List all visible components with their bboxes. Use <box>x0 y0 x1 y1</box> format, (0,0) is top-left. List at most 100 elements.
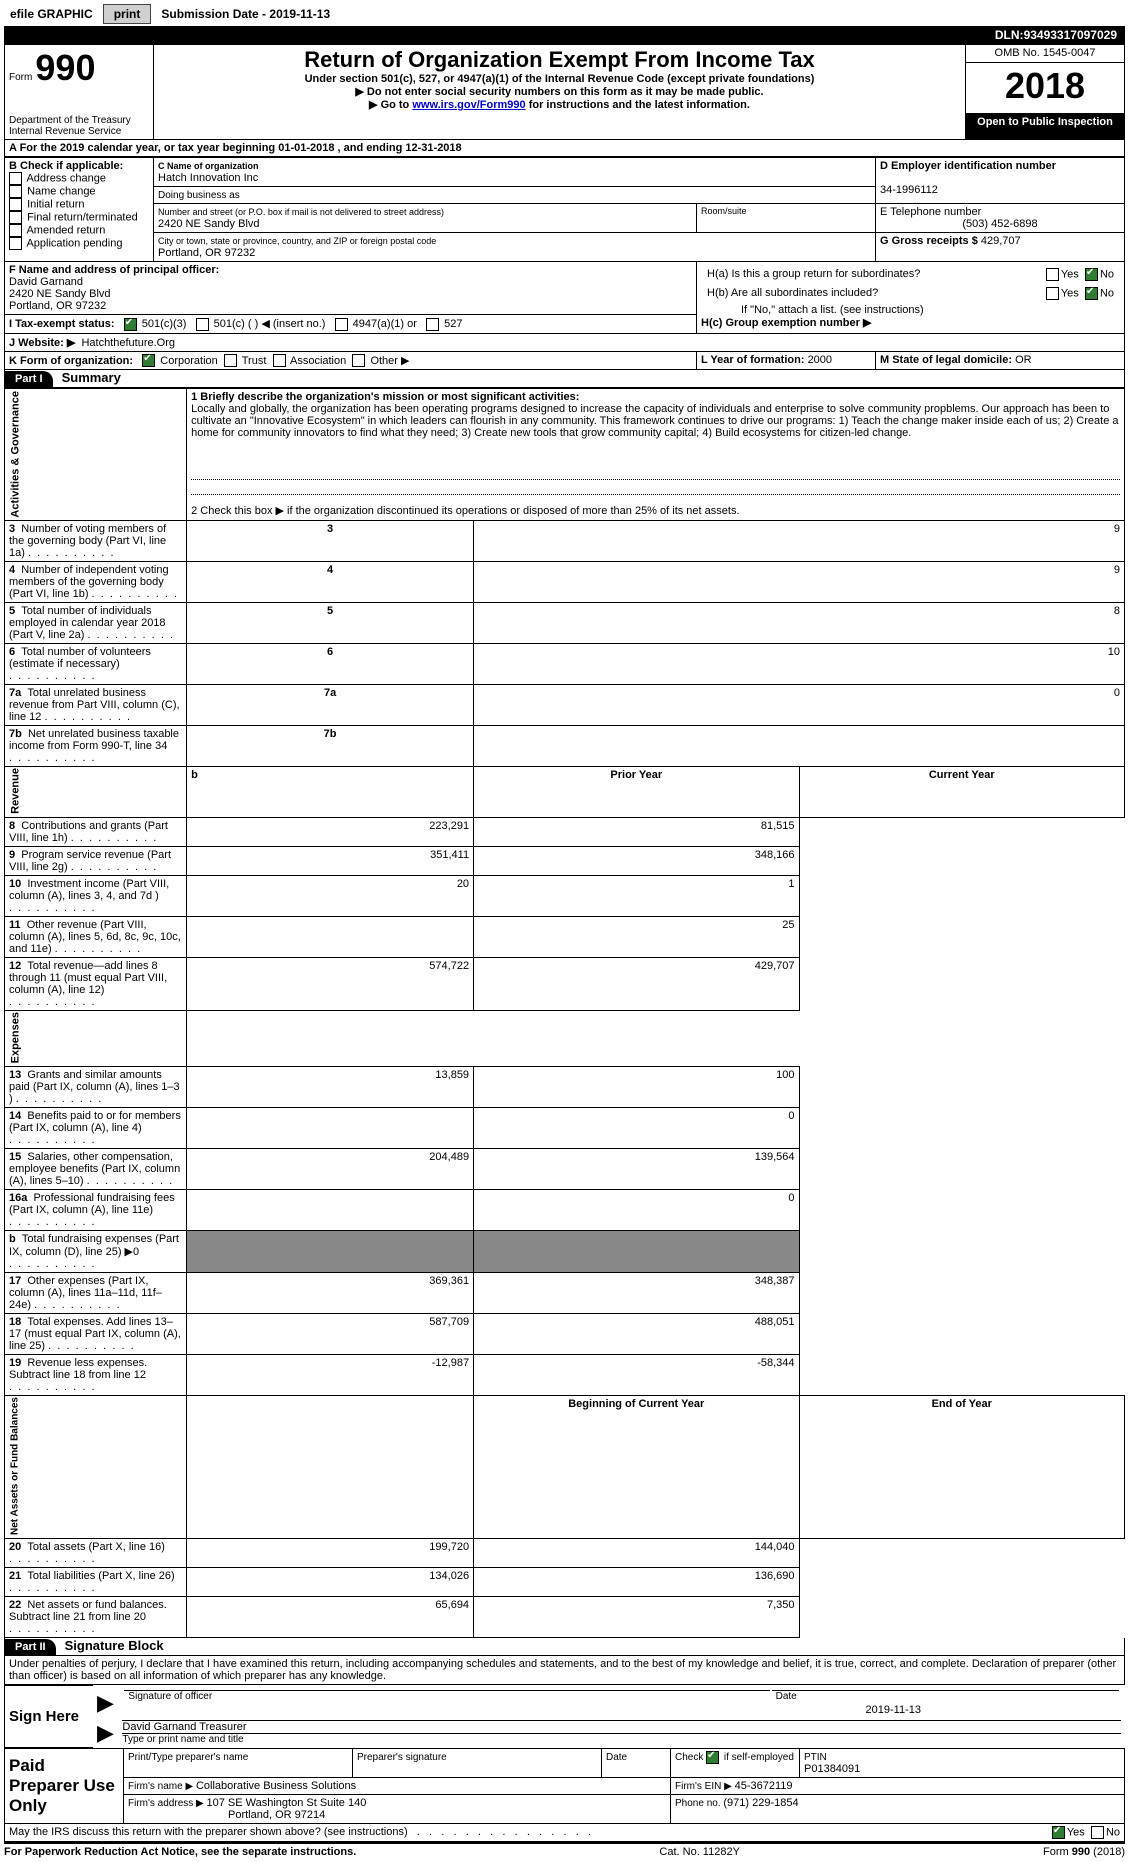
sig-officer-label: Signature of officer <box>124 1690 769 1702</box>
ha-no-checkbox[interactable] <box>1085 268 1098 281</box>
table-row: 21 Total liabilities (Part X, line 26) 1… <box>5 1568 1125 1597</box>
room-label: Room/suite <box>697 204 876 233</box>
gross-value: 429,707 <box>981 235 1021 247</box>
ptin-label: PTIN <box>804 1752 827 1763</box>
d-ein-label: D Employer identification number <box>880 160 1056 172</box>
table-row: 6 Total number of volunteers (estimate i… <box>5 643 1125 684</box>
other-checkbox[interactable] <box>352 354 365 367</box>
prior-year-header: Prior Year <box>474 766 799 817</box>
dept-treasury: Department of the Treasury Internal Reve… <box>5 113 154 140</box>
paid-preparer-block: Paid Preparer Use Only Print/Type prepar… <box>4 1748 1125 1824</box>
l-label: L Year of formation: <box>701 354 808 366</box>
officer-city: Portland, OR 97232 <box>9 300 106 312</box>
footer-catno: Cat. No. 11282Y <box>659 1846 740 1858</box>
print-button[interactable]: print <box>103 4 152 24</box>
firm-ein-label: Firm's EIN ▶ <box>675 1781 735 1792</box>
omb-number: OMB No. 1545-0047 <box>966 45 1125 63</box>
hc-label: H(c) Group exemption number ▶ <box>701 317 871 329</box>
table-row: 14 Benefits paid to or for members (Part… <box>5 1107 1125 1148</box>
table-row: 10 Investment income (Part VIII, column … <box>5 875 1125 916</box>
part1-title: Summary <box>56 370 121 385</box>
prep-date-label: Date <box>606 1752 627 1763</box>
q1-text: Locally and globally, the organization h… <box>191 403 1118 439</box>
part1-badge: Part I <box>5 371 53 387</box>
prep-sig-label: Preparer's signature <box>357 1752 447 1763</box>
table-row: 3 Number of voting members of the govern… <box>5 520 1125 561</box>
top-bar: efile GRAPHIC print Submission Date - 20… <box>4 4 1125 24</box>
firm-name-label: Firm's name ▶ <box>128 1781 196 1792</box>
table-row: 13 Grants and similar amounts paid (Part… <box>5 1066 1125 1107</box>
firm-phone-value: (971) 229-1854 <box>723 1797 798 1809</box>
table-row: 19 Revenue less expenses. Subtract line … <box>5 1354 1125 1395</box>
table-row: 8 Contributions and grants (Part VIII, l… <box>5 817 1125 846</box>
table-row: 7b Net unrelated business taxable income… <box>5 725 1125 766</box>
table-row: 12 Total revenue—add lines 8 through 11 … <box>5 957 1125 1010</box>
current-year-header: Current Year <box>799 766 1124 817</box>
app-pending-checkbox[interactable] <box>9 237 22 250</box>
firm-ein-value: 45-3672119 <box>735 1780 793 1792</box>
form-number: 990 <box>35 47 95 88</box>
end-year-header: End of Year <box>799 1395 1124 1538</box>
city-value: Portland, OR 97232 <box>158 247 255 259</box>
h-note: If "No," attach a list. (see instruction… <box>701 304 1120 316</box>
website-value: Hatchthefuture.Org <box>81 337 175 349</box>
summary-table: Activities & Governance 1 Briefly descri… <box>4 388 1125 1638</box>
addr-change-checkbox[interactable] <box>9 172 22 185</box>
form-header: Form 990 Return of Organization Exempt F… <box>4 44 1125 140</box>
table-row: 17 Other expenses (Part IX, column (A), … <box>5 1272 1125 1313</box>
form-title: Return of Organization Exempt From Incom… <box>158 47 961 73</box>
hb-label: H(b) Are all subordinates included? <box>707 287 878 299</box>
open-inspection: Open to Public Inspection <box>966 113 1125 140</box>
527-checkbox[interactable] <box>426 318 439 331</box>
table-row: 11 Other revenue (Part VIII, column (A),… <box>5 916 1125 957</box>
501c-checkbox[interactable] <box>196 318 209 331</box>
signature-block: Sign Here ▶ Signature of officer Date 20… <box>4 1685 1125 1748</box>
q2-text: 2 Check this box ▶ if the organization d… <box>191 505 739 517</box>
ein-value: 34-1996112 <box>880 184 938 196</box>
ptin-value: P01384091 <box>804 1763 860 1775</box>
table-row: 7a Total unrelated business revenue from… <box>5 684 1125 725</box>
firm-name-value: Collaborative Business Solutions <box>196 1780 356 1792</box>
type-name-label: Type or print name and title <box>122 1733 1121 1745</box>
self-employed-checkbox[interactable] <box>706 1751 719 1764</box>
trust-checkbox[interactable] <box>224 354 237 367</box>
corp-checkbox[interactable] <box>142 354 155 367</box>
initial-return-checkbox[interactable] <box>9 198 22 211</box>
f-officer-label: F Name and address of principal officer: <box>9 264 219 276</box>
goto-line: ▶ Go to www.irs.gov/Form990 for instruct… <box>158 98 961 111</box>
name-change-checkbox[interactable] <box>9 185 22 198</box>
firm-addr-label: Firm's address ▶ <box>128 1798 207 1809</box>
4947-checkbox[interactable] <box>335 318 348 331</box>
501c3-checkbox[interactable] <box>124 318 137 331</box>
amended-return-checkbox[interactable] <box>9 224 22 237</box>
assoc-checkbox[interactable] <box>273 354 286 367</box>
firm-addr1: 107 SE Washington St Suite 140 <box>207 1797 367 1809</box>
firm-addr2: Portland, OR 97214 <box>128 1809 325 1821</box>
tax-year-line: A For the 2019 calendar year, or tax yea… <box>4 140 1125 157</box>
table-row: 15 Salaries, other compensation, employe… <box>5 1148 1125 1189</box>
prep-name-label: Print/Type preparer's name <box>128 1752 248 1763</box>
dln-band: DLN: 93493317097029 <box>4 26 1125 44</box>
firm-phone-label: Phone no. <box>675 1798 723 1809</box>
entity-info-block: B Check if applicable: Address change Na… <box>4 157 1125 370</box>
beg-year-header: Beginning of Current Year <box>474 1395 799 1538</box>
sign-here-label: Sign Here <box>5 1686 94 1748</box>
sign-arrow-icon-2: ▶ <box>93 1718 118 1748</box>
side-netassets: Net Assets or Fund Balances <box>5 1395 187 1538</box>
irs-link[interactable]: www.irs.gov/Form990 <box>412 99 525 111</box>
submission-label: Submission Date - 2019-11-13 <box>155 7 336 21</box>
final-return-checkbox[interactable] <box>9 211 22 224</box>
table-row: 9 Program service revenue (Part VIII, li… <box>5 846 1125 875</box>
dba-label: Doing business as <box>158 190 240 201</box>
hb-yes-checkbox[interactable] <box>1046 287 1059 300</box>
discuss-yes-checkbox[interactable] <box>1052 1826 1065 1839</box>
hb-no-checkbox[interactable] <box>1085 287 1098 300</box>
officer-name: David Garnand <box>9 276 83 288</box>
sig-date-value: 2019-11-13 <box>122 1704 1121 1716</box>
sign-arrow-icon: ▶ <box>93 1686 118 1718</box>
phone-value: (503) 452-6898 <box>880 218 1120 230</box>
officer-name-title: David Garnand Treasurer <box>122 1721 246 1733</box>
ha-yes-checkbox[interactable] <box>1046 268 1059 281</box>
discuss-row: May the IRS discuss this return with the… <box>4 1824 1125 1842</box>
discuss-no-checkbox[interactable] <box>1091 1826 1104 1839</box>
